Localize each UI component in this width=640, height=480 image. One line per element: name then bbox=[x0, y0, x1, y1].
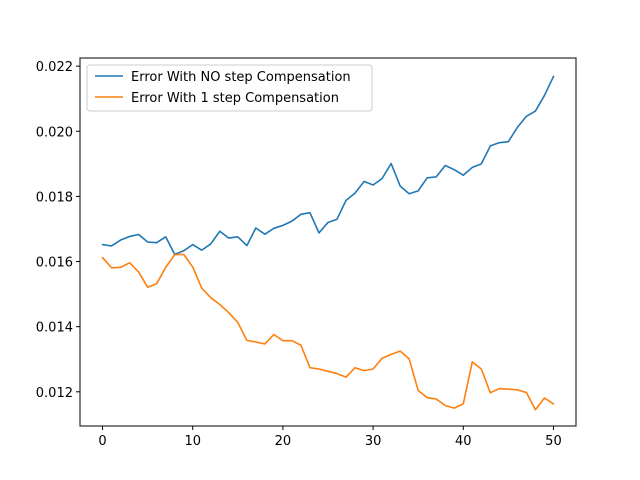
x-axis: 0 10 20 30 40 50 bbox=[98, 426, 562, 449]
y-tick-label: 0.020 bbox=[36, 125, 73, 140]
y-tick-label: 0.014 bbox=[36, 321, 73, 336]
x-tick-label: 30 bbox=[365, 434, 382, 449]
y-axis: 0.012 0.014 0.016 0.018 0.020 0.022 bbox=[36, 60, 80, 401]
axes-frame bbox=[79, 57, 577, 427]
x-tick-label: 10 bbox=[184, 434, 201, 449]
legend-label-no-step: Error With NO step Compensation bbox=[131, 70, 351, 85]
x-tick-label: 20 bbox=[275, 434, 292, 449]
legend-box bbox=[86, 64, 373, 112]
legend-label-one-step: Error With 1 step Compensation bbox=[131, 91, 339, 106]
y-tick-label: 0.022 bbox=[36, 60, 73, 75]
x-tick-label: 40 bbox=[455, 434, 472, 449]
x-tick-label: 50 bbox=[545, 434, 562, 449]
series-layer bbox=[101, 75, 555, 411]
legend: Error With NO step Compensation Error Wi… bbox=[86, 64, 373, 112]
y-tick-label: 0.018 bbox=[36, 190, 73, 205]
y-tick-label: 0.012 bbox=[36, 386, 73, 401]
series-line-0 bbox=[101, 75, 555, 256]
series-line-1 bbox=[101, 253, 555, 411]
x-tick-label: 0 bbox=[98, 434, 106, 449]
y-tick-label: 0.016 bbox=[36, 256, 73, 271]
